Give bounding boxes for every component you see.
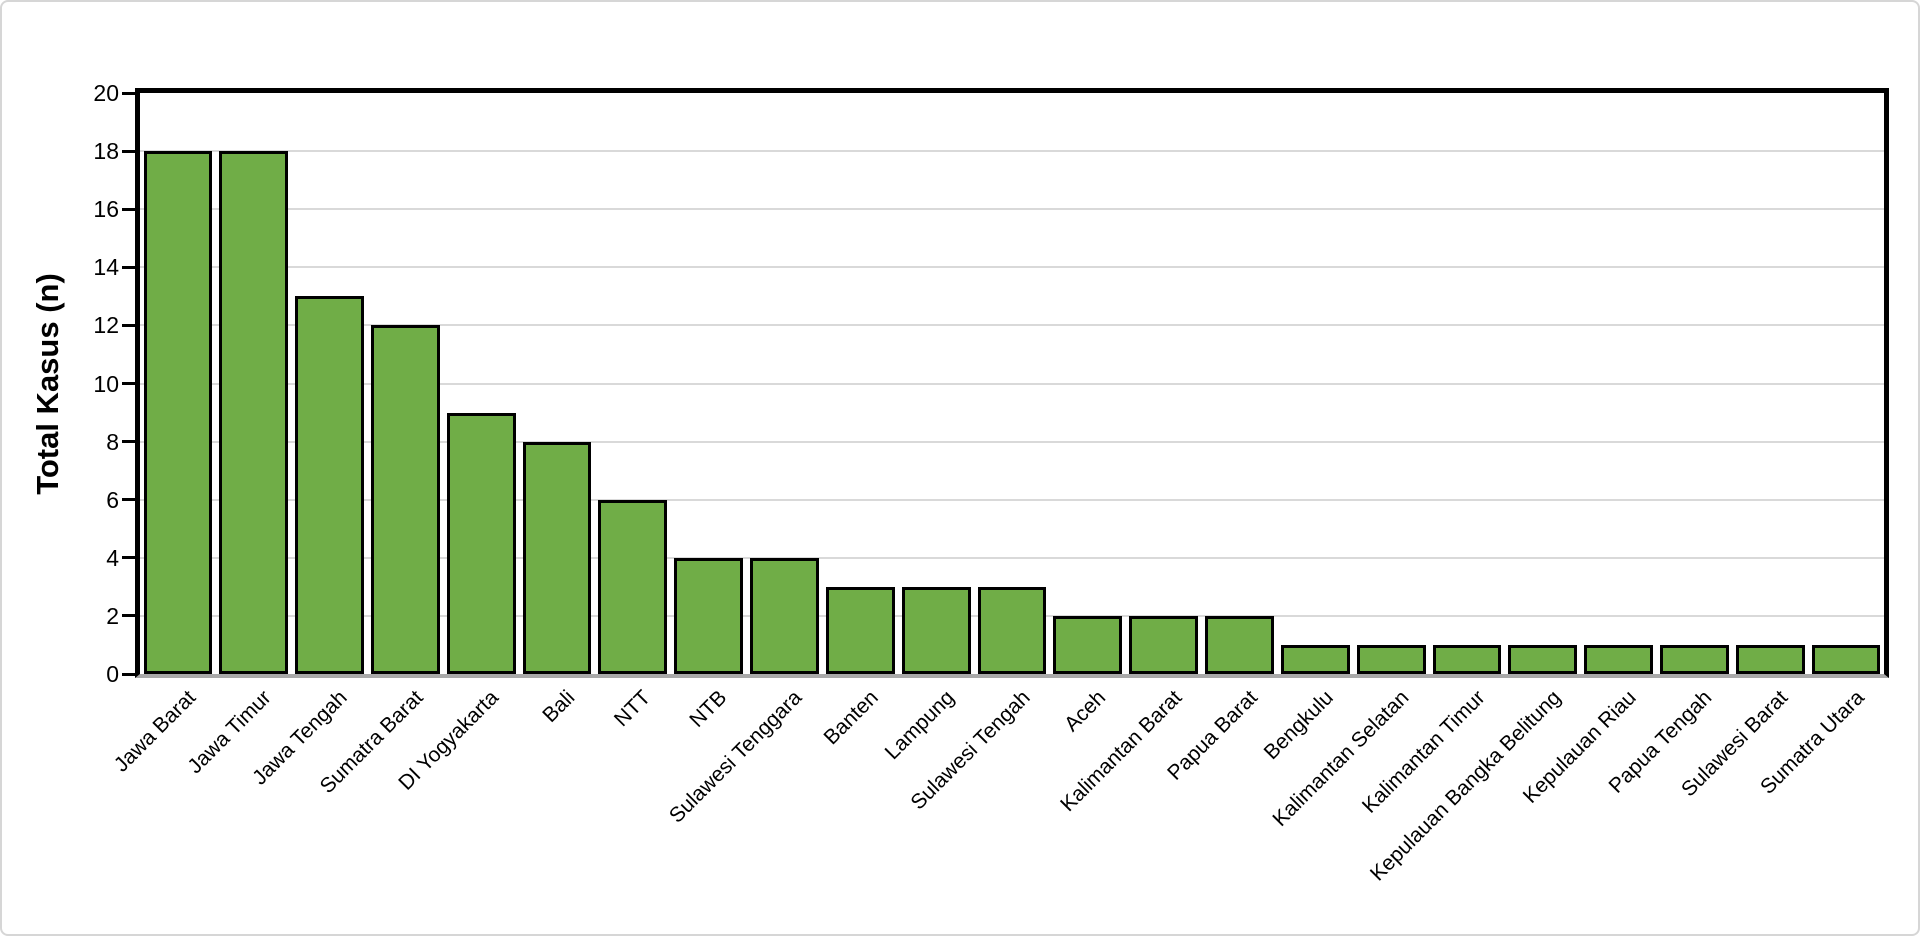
bar-bengkulu bbox=[1280, 644, 1350, 674]
y-tick-label: 2 bbox=[106, 602, 119, 629]
y-tick-label: 12 bbox=[93, 312, 119, 339]
bar-jawa-barat bbox=[143, 151, 213, 674]
y-tick bbox=[122, 556, 135, 560]
bar-ntb bbox=[674, 557, 744, 674]
bar-ntt bbox=[598, 499, 668, 674]
y-tick bbox=[122, 672, 135, 676]
y-tick bbox=[122, 265, 135, 269]
y-tick-label: 10 bbox=[93, 370, 119, 397]
bar-papua-barat bbox=[1205, 615, 1274, 674]
x-category-label: Banten bbox=[819, 686, 883, 750]
bar-papua-tengah bbox=[1660, 644, 1729, 674]
bar-banten bbox=[825, 586, 895, 674]
bar-bali bbox=[522, 441, 592, 674]
y-tick-label: 18 bbox=[93, 138, 119, 165]
gridline bbox=[140, 150, 1884, 153]
bar-sumatra-barat bbox=[370, 325, 440, 674]
y-tick-label: 0 bbox=[106, 661, 119, 687]
bar-kalimantan-timur bbox=[1432, 644, 1502, 674]
y-tick bbox=[122, 207, 135, 211]
x-category-label: Aceh bbox=[1059, 686, 1111, 737]
gridline bbox=[140, 382, 1884, 385]
x-category-label: Kalimantan Selatan bbox=[1268, 686, 1414, 832]
y-tick-label: 14 bbox=[93, 254, 119, 281]
x-category-label: Sulawesi Tenggara bbox=[665, 686, 807, 828]
plot-area bbox=[135, 88, 1889, 678]
bar-sumatra-utara bbox=[1811, 644, 1881, 674]
y-tick bbox=[122, 323, 135, 327]
gridline bbox=[140, 208, 1884, 211]
y-tick-label: 20 bbox=[93, 80, 119, 106]
bar-sulawesi-tengah bbox=[977, 586, 1047, 674]
y-tick bbox=[122, 149, 135, 153]
bar-jawa-tengah bbox=[295, 296, 364, 674]
x-category-label: Lampung bbox=[880, 686, 959, 765]
y-tick-label: 16 bbox=[93, 196, 119, 223]
bar-sulawesi-barat bbox=[1735, 644, 1805, 674]
bar-kalimantan-barat bbox=[1129, 615, 1199, 674]
y-tick bbox=[122, 382, 135, 385]
bar-lampung bbox=[901, 586, 971, 674]
bar-kepulauan-bangka-belitung bbox=[1508, 644, 1578, 674]
gridline bbox=[140, 498, 1884, 501]
bar-sulawesi-tenggara bbox=[750, 557, 819, 674]
x-category-label: NTB bbox=[684, 686, 731, 732]
y-tick-label: 8 bbox=[106, 428, 119, 455]
bar-di-yogyakarta bbox=[446, 412, 516, 674]
gridline bbox=[140, 440, 1884, 443]
bar-aceh bbox=[1053, 615, 1123, 674]
gridline bbox=[140, 324, 1884, 327]
y-tick bbox=[122, 498, 135, 502]
y-tick-label: 6 bbox=[106, 486, 119, 513]
y-tick bbox=[122, 91, 135, 95]
y-tick-label: 4 bbox=[106, 544, 119, 571]
bars-layer bbox=[140, 93, 1884, 674]
x-category-label: Bali bbox=[538, 686, 580, 728]
x-category-label: NTT bbox=[609, 686, 656, 732]
bar-kepulauan-riau bbox=[1584, 644, 1653, 674]
gridline bbox=[140, 556, 1884, 559]
bar-kalimantan-selatan bbox=[1356, 644, 1426, 674]
x-category-label: Bengkulu bbox=[1259, 686, 1338, 765]
bar-jawa-timur bbox=[219, 151, 289, 674]
y-tick bbox=[122, 440, 135, 444]
gridline bbox=[140, 266, 1884, 269]
y-tick bbox=[122, 614, 135, 618]
